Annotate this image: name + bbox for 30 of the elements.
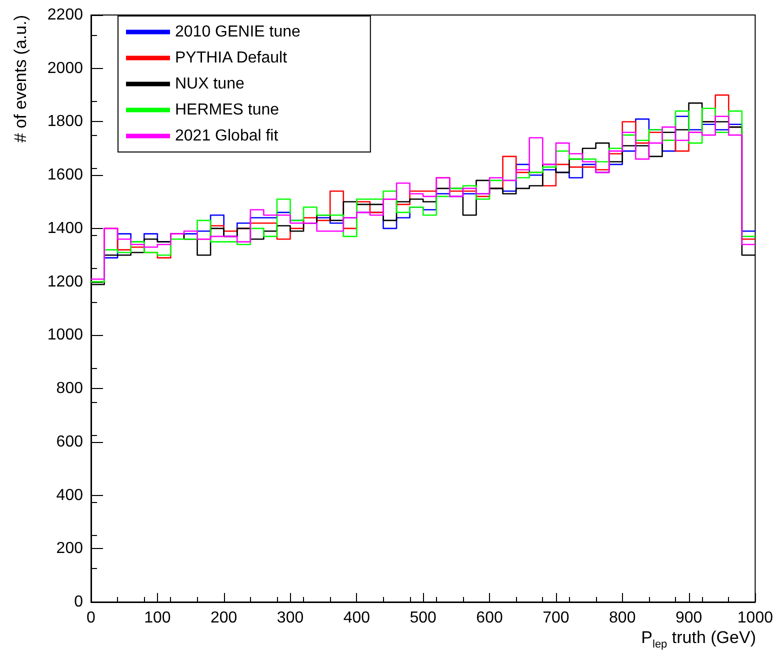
y-tick-label: 1800 xyxy=(47,113,84,130)
x-tick-label: 1000 xyxy=(737,610,774,626)
y-tick-label: 600 xyxy=(56,433,84,450)
x-axis-title: P$_{lep}$ truth (GeV) xyxy=(641,628,756,650)
x-tick-label: 500 xyxy=(410,610,437,626)
x-tick-label: 800 xyxy=(609,610,636,626)
y-tick-label: 2000 xyxy=(47,60,84,77)
y-tick-label: 1600 xyxy=(47,166,84,184)
x-tick-label: 700 xyxy=(542,610,570,626)
legend-label: PYTHIA Default xyxy=(175,50,288,66)
y-tick-label: 1400 xyxy=(47,220,84,237)
y-tick-label: 1000 xyxy=(47,326,84,344)
x-tick-label: 900 xyxy=(675,610,702,626)
legend-label: HERMES tune xyxy=(175,102,280,118)
x-tick-label: 200 xyxy=(210,610,238,626)
y-tick-label: 0 xyxy=(74,594,84,610)
y-tick-label: 800 xyxy=(56,380,84,398)
x-tick-label: 600 xyxy=(476,610,503,626)
y-axis-title: # of events (a.u.) xyxy=(11,15,30,143)
y-tick-label: 400 xyxy=(56,486,84,504)
legend-label: 2010 GENIE tune xyxy=(175,24,301,40)
legend-label: 2021 Global fit xyxy=(175,128,279,144)
x-tick-label: 100 xyxy=(144,610,171,626)
y-tick-label: 200 xyxy=(56,540,84,558)
legend-label: NUX tune xyxy=(175,76,244,92)
y-tick-label: 2200 xyxy=(47,6,84,24)
x-tick-label: 400 xyxy=(343,610,370,626)
x-tick-label: 300 xyxy=(276,610,304,626)
x-tick-label: 0 xyxy=(86,610,96,626)
y-tick-label: 1200 xyxy=(47,273,84,290)
